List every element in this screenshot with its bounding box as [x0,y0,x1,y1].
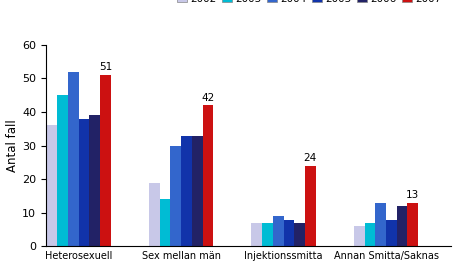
Text: 51: 51 [99,62,112,72]
Y-axis label: Antal fall: Antal fall [6,119,19,172]
Bar [149,183,159,246]
Bar [100,75,111,246]
Bar [181,136,191,246]
Legend: 2002, 2003, 2004, 2005, 2006, 2007: 2002, 2003, 2004, 2005, 2006, 2007 [172,0,445,8]
Bar [57,95,68,246]
Bar [46,125,57,246]
Text: 13: 13 [405,190,419,200]
Bar [251,223,262,246]
Bar [294,223,304,246]
Bar [396,206,407,246]
Text: 42: 42 [201,93,214,102]
Bar [385,220,396,246]
Bar [407,203,417,246]
Bar [68,72,78,246]
Bar [191,136,202,246]
Bar [159,199,170,246]
Bar [272,216,283,246]
Bar [353,226,364,246]
Bar [304,166,315,246]
Bar [89,115,100,246]
Bar [283,220,294,246]
Bar [364,223,375,246]
Bar [170,146,181,246]
Bar [202,105,213,246]
Bar [78,119,89,246]
Bar [375,203,385,246]
Text: 24: 24 [303,153,316,163]
Bar [262,223,272,246]
